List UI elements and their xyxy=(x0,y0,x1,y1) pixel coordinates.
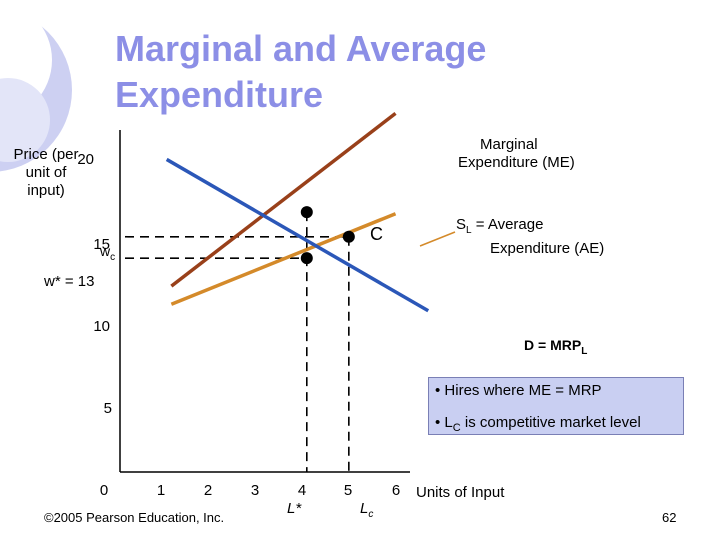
me-curve-line xyxy=(170,112,397,288)
me-curve-label: Marginal Expenditure (ME) xyxy=(458,136,575,172)
copyright-footer: ©2005 Pearson Education, Inc. xyxy=(44,510,225,525)
lstar-label: L* xyxy=(287,500,302,517)
slide-title: Marginal and Average Expenditure xyxy=(115,26,486,118)
y-tick-label: 10 xyxy=(93,318,110,335)
chart-plot xyxy=(119,112,456,473)
ae-curve-label: SL = Average Expenditure (AE) xyxy=(456,216,604,258)
me-label-line-1: Marginal xyxy=(480,136,538,153)
lc-label: Lc xyxy=(360,500,374,520)
ae-label-line-1: SL = Average xyxy=(456,216,544,236)
y-tick-label: 15 xyxy=(93,236,110,253)
data-point xyxy=(300,206,313,219)
x-tick-label: 0 xyxy=(99,482,109,499)
demand-curve-line xyxy=(165,157,430,313)
x-axis-label: Units of Input xyxy=(416,484,505,501)
info-line-1: • Hires where ME = MRP xyxy=(435,382,602,399)
wstar-label: w* = 13 xyxy=(44,273,95,290)
ae-label-pointer xyxy=(419,231,456,247)
info-line-2: • LC is competitive market level xyxy=(435,414,641,434)
page-number: 62 xyxy=(662,510,677,525)
y-tick-label: 20 xyxy=(77,151,94,168)
wc-label: wc xyxy=(100,243,116,263)
info-box: • Hires where ME = MRP • LC is competiti… xyxy=(428,377,684,435)
ae-curve-line xyxy=(170,212,397,306)
title-line-1: Marginal and Average xyxy=(115,28,487,69)
x-tick-label: 5 xyxy=(343,482,353,499)
data-point xyxy=(342,230,355,243)
me-label-line-2: Expenditure (ME) xyxy=(458,154,575,171)
ae-label-line-2: Expenditure (AE) xyxy=(490,240,605,257)
x-tick-label: 2 xyxy=(203,482,213,499)
x-tick-label: 3 xyxy=(250,482,260,499)
x-tick-label: 6 xyxy=(391,482,401,499)
data-point xyxy=(300,252,313,265)
y-tick-label: 5 xyxy=(103,400,112,417)
y-axis-label: Price (per unit of input) xyxy=(13,146,79,199)
decorative-circle-small xyxy=(0,78,50,162)
demand-curve-label: D = MRPL xyxy=(524,337,588,357)
x-tick-label: 1 xyxy=(156,482,166,499)
point-c-label: C xyxy=(370,224,383,244)
x-tick-label: 4 xyxy=(297,482,307,499)
title-line-2: Expenditure xyxy=(115,74,324,115)
